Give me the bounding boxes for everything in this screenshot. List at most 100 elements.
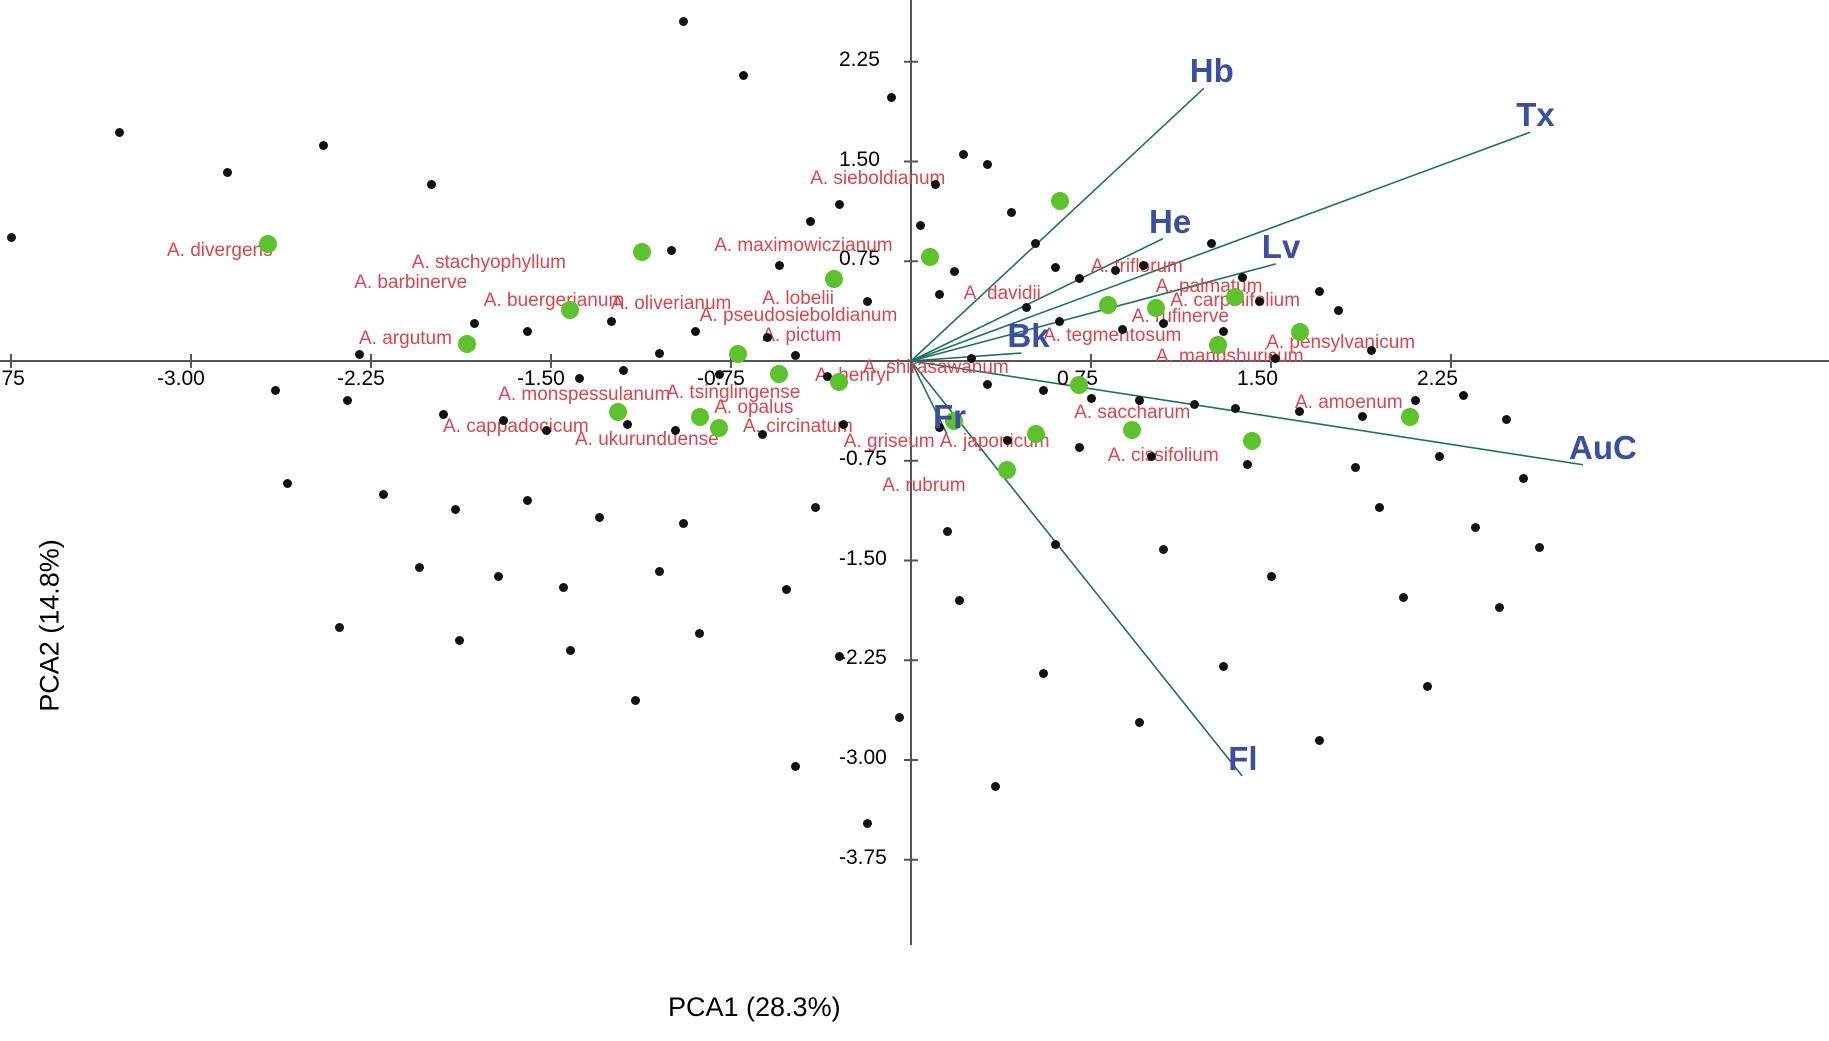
sample-point bbox=[949, 267, 959, 277]
species-centroid-point bbox=[690, 407, 709, 426]
sample-point bbox=[541, 425, 551, 435]
species-centroid-point bbox=[729, 345, 748, 364]
species-centroid-point bbox=[1401, 407, 1420, 426]
sample-point bbox=[1055, 316, 1065, 326]
species-centroid-point bbox=[458, 334, 476, 353]
species-centroid-point bbox=[710, 418, 728, 437]
sample-point bbox=[1189, 400, 1199, 410]
y-tick-label: -2.25 bbox=[839, 646, 887, 670]
x-tick-label: 2.25 bbox=[1417, 367, 1458, 390]
sample-point bbox=[1230, 404, 1240, 414]
species-label: A. shirasawanum bbox=[863, 356, 1009, 378]
sample-point bbox=[618, 365, 628, 375]
vector-label-he: He bbox=[1149, 202, 1192, 240]
sample-point bbox=[114, 127, 124, 137]
sample-point bbox=[959, 150, 969, 160]
sample-point bbox=[1314, 287, 1324, 297]
sample-point bbox=[774, 260, 784, 270]
sample-point bbox=[522, 327, 532, 337]
species-centroid-point bbox=[1026, 425, 1045, 444]
sample-point bbox=[1398, 593, 1408, 603]
sample-point bbox=[916, 220, 926, 230]
sample-point bbox=[342, 396, 352, 406]
sample-point bbox=[791, 351, 801, 361]
sample-point bbox=[1494, 602, 1504, 612]
sample-point bbox=[1333, 305, 1343, 315]
sample-point bbox=[1254, 296, 1264, 306]
species-centroid-point bbox=[1226, 288, 1244, 307]
sample-point bbox=[1158, 545, 1168, 555]
sample-point bbox=[1117, 324, 1127, 334]
species-centroid-point bbox=[1242, 431, 1261, 450]
x-axis-title: PCA1 (28.3%) bbox=[668, 992, 841, 1022]
sample-point bbox=[983, 380, 993, 390]
species-centroid-point bbox=[1050, 192, 1069, 211]
sample-point bbox=[954, 595, 964, 605]
vector-label-fr: Fr bbox=[933, 398, 966, 436]
sample-point bbox=[894, 712, 904, 722]
sample-point bbox=[990, 782, 1000, 792]
sample-point bbox=[6, 232, 16, 242]
sample-point bbox=[887, 93, 897, 103]
y-tick-label: -0.75 bbox=[839, 446, 887, 470]
sample-point bbox=[1266, 571, 1276, 581]
x-tick-label: -1.50 bbox=[517, 367, 565, 390]
sample-point bbox=[1038, 669, 1048, 679]
sample-point bbox=[222, 167, 232, 177]
sample-point bbox=[983, 159, 993, 169]
sample-point bbox=[834, 651, 844, 661]
sample-point bbox=[1422, 682, 1432, 692]
y-tick-label: -1.50 bbox=[839, 546, 887, 570]
species-centroid-point bbox=[633, 242, 652, 261]
species-label: A. stachyophyllum bbox=[411, 251, 566, 273]
species-centroid-point bbox=[825, 269, 844, 288]
sample-point bbox=[1271, 353, 1281, 363]
sample-point bbox=[565, 646, 575, 656]
sample-point bbox=[1021, 303, 1031, 313]
sample-point bbox=[450, 505, 460, 515]
sample-point bbox=[1367, 345, 1377, 355]
sample-point bbox=[654, 566, 664, 576]
sample-point bbox=[1050, 263, 1060, 273]
sample-point bbox=[623, 420, 633, 430]
sample-point bbox=[1501, 415, 1511, 425]
sample-point bbox=[822, 372, 832, 382]
sample-point bbox=[1518, 473, 1528, 483]
sample-point bbox=[282, 478, 292, 488]
sample-point bbox=[1050, 540, 1060, 550]
sample-point bbox=[335, 622, 345, 632]
sample-point bbox=[1357, 412, 1367, 422]
sample-point bbox=[930, 179, 940, 189]
sample-point bbox=[1374, 502, 1384, 512]
species-label: A. saccharum bbox=[1074, 402, 1191, 424]
y-tick-label: 2.25 bbox=[839, 47, 880, 71]
species-centroid-point bbox=[1122, 421, 1141, 440]
vector-label-auc: AuC bbox=[1569, 428, 1637, 466]
species-centroid-point bbox=[1290, 322, 1309, 341]
species-label: A. griseum bbox=[843, 431, 935, 453]
species-centroid-point bbox=[1070, 375, 1088, 394]
sample-point bbox=[1158, 319, 1168, 329]
sample-point bbox=[1086, 393, 1096, 403]
species-centroid-point bbox=[1209, 336, 1228, 355]
vector-label-fl: Fl bbox=[1228, 739, 1258, 777]
sample-point bbox=[1007, 207, 1017, 217]
sample-point bbox=[469, 319, 479, 329]
sample-point bbox=[1458, 391, 1468, 401]
species-centroid-point bbox=[921, 248, 940, 267]
sample-point bbox=[834, 199, 844, 209]
y-tick-label: 1.50 bbox=[839, 147, 880, 171]
sample-point bbox=[1410, 396, 1420, 406]
species-label: A. cissifolium bbox=[1107, 444, 1219, 466]
species-centroid-point bbox=[830, 373, 848, 392]
species-label: A. ukurunduense bbox=[575, 428, 719, 450]
species-label: A. barbinerve bbox=[354, 271, 468, 293]
y-axis-title: PCA2 (14.8%) bbox=[34, 539, 65, 712]
sample-point bbox=[1038, 385, 1048, 395]
sample-point bbox=[558, 582, 568, 592]
x-tick-label: -3.75 bbox=[0, 367, 25, 390]
species-label: A. opalus bbox=[714, 396, 794, 418]
species-centroid-point bbox=[998, 461, 1016, 480]
species-label: A. buergerianum bbox=[483, 290, 625, 312]
species-centroid-point bbox=[609, 402, 628, 421]
